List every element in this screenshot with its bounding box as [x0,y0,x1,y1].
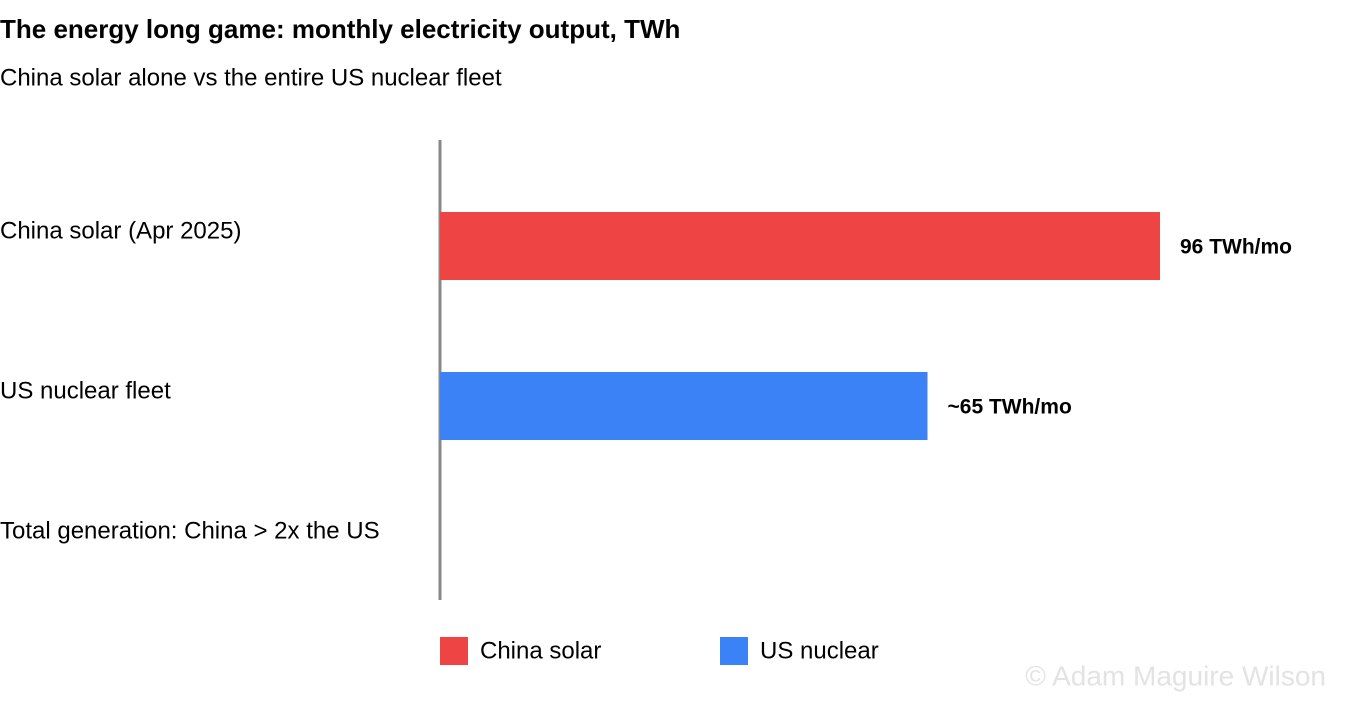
legend-swatch [440,637,468,665]
chart-title: The energy long game: monthly electricit… [0,14,680,44]
chart-subtitle: China solar alone vs the entire US nucle… [0,64,502,91]
legend-label: US nuclear [760,637,879,664]
category-label: US nuclear fleet [0,377,171,404]
value-label: ~65 TWh/mo [948,396,1072,419]
bar [440,212,1160,280]
legend-label: China solar [480,637,601,664]
legend-swatch [720,637,748,665]
watermark: © Adam Maguire Wilson [1025,660,1326,691]
category-label: China solar (Apr 2025) [0,217,241,244]
value-label: 96 TWh/mo [1180,236,1292,259]
category-label: Total generation: China > 2x the US [0,517,380,544]
bar [440,372,928,440]
